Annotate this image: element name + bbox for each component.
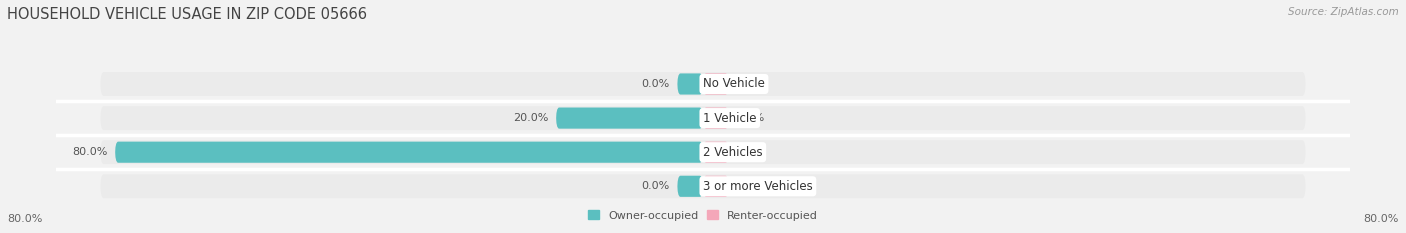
Text: 80.0%: 80.0% [7, 214, 42, 224]
FancyBboxPatch shape [703, 142, 728, 163]
Text: 0.0%: 0.0% [737, 147, 765, 157]
Text: 0.0%: 0.0% [737, 79, 765, 89]
Text: 2 Vehicles: 2 Vehicles [703, 146, 762, 159]
FancyBboxPatch shape [678, 176, 703, 197]
FancyBboxPatch shape [555, 107, 703, 129]
Text: 0.0%: 0.0% [737, 181, 765, 191]
FancyBboxPatch shape [100, 140, 1306, 164]
Text: 1 Vehicle: 1 Vehicle [703, 112, 756, 125]
Text: 0.0%: 0.0% [641, 181, 669, 191]
Text: Source: ZipAtlas.com: Source: ZipAtlas.com [1288, 7, 1399, 17]
Legend: Owner-occupied, Renter-occupied: Owner-occupied, Renter-occupied [583, 206, 823, 225]
Text: HOUSEHOLD VEHICLE USAGE IN ZIP CODE 05666: HOUSEHOLD VEHICLE USAGE IN ZIP CODE 0566… [7, 7, 367, 22]
FancyBboxPatch shape [115, 142, 703, 163]
FancyBboxPatch shape [703, 107, 728, 129]
FancyBboxPatch shape [100, 174, 1306, 198]
Text: 0.0%: 0.0% [641, 79, 669, 89]
FancyBboxPatch shape [703, 73, 728, 95]
FancyBboxPatch shape [100, 106, 1306, 130]
FancyBboxPatch shape [100, 72, 1306, 96]
Text: 3 or more Vehicles: 3 or more Vehicles [703, 180, 813, 193]
Text: 80.0%: 80.0% [1364, 214, 1399, 224]
Text: No Vehicle: No Vehicle [703, 78, 765, 90]
FancyBboxPatch shape [678, 73, 703, 95]
FancyBboxPatch shape [703, 176, 728, 197]
Text: 0.0%: 0.0% [737, 113, 765, 123]
Text: 80.0%: 80.0% [72, 147, 108, 157]
Text: 20.0%: 20.0% [513, 113, 548, 123]
